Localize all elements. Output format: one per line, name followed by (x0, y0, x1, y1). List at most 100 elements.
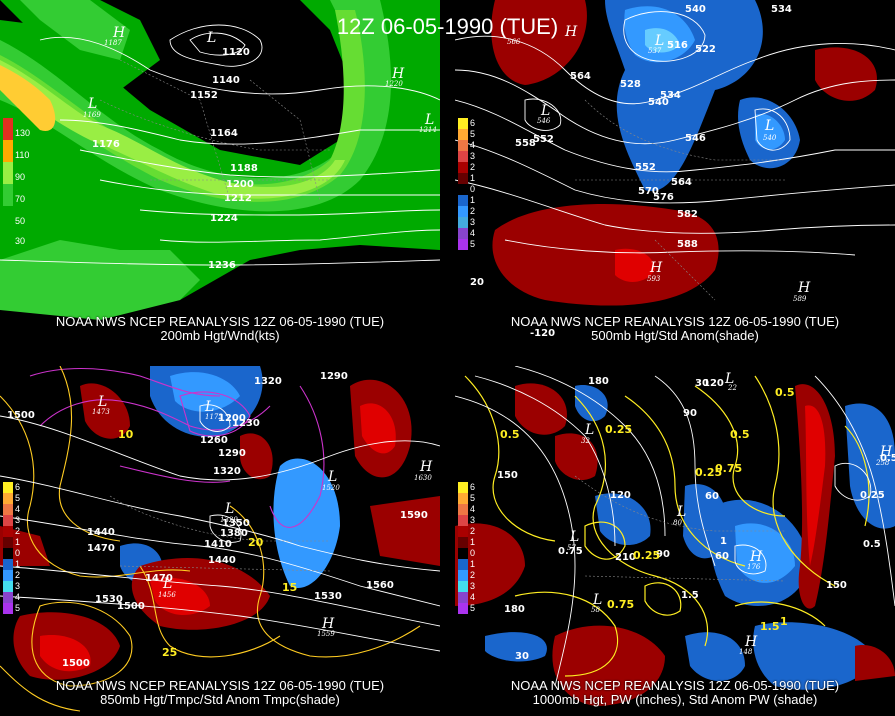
contour-label: 1152 (190, 90, 218, 101)
contour-label: 1200 (218, 413, 246, 424)
low-center-value: 546 (537, 117, 551, 125)
contour-label: 588 (677, 239, 698, 250)
low-center-marker: L (569, 529, 579, 545)
contour-label: 1500 (7, 410, 35, 421)
high-center-value: 589 (793, 295, 807, 303)
pw-label: 0.75 (715, 462, 742, 475)
legend-label: 4 (15, 592, 21, 602)
low-center-value: 58 (591, 606, 600, 614)
contour-label: 150 (826, 580, 847, 591)
low-center-marker: L (327, 469, 337, 485)
contour-label: 1500 (62, 658, 90, 669)
legend-wind: 130 110 90 70 50 30 (3, 118, 30, 258)
contour-label: 1530 (314, 591, 342, 602)
high-center-marker: H (749, 549, 763, 565)
legend-label: 1 (470, 195, 476, 205)
legend-label: 3 (470, 217, 476, 227)
low-center-marker: L (424, 112, 434, 128)
contour-label: 1236 (208, 260, 236, 271)
temperature-label: 25 (162, 646, 177, 659)
contour-label: 570 (638, 186, 659, 197)
low-center-marker: L (764, 118, 774, 134)
contour-label: 1290 (320, 371, 348, 382)
high-center-value: 593 (647, 275, 661, 283)
contour-label: 552 (533, 134, 554, 145)
legend-label: 0 (470, 548, 476, 558)
legend-pw-anomaly: 6 5 4 3 2 1 0 1 2 3 4 5 (458, 482, 475, 614)
legend-label: 70 (15, 194, 26, 204)
contour-label: 1410 (204, 539, 232, 550)
contour-label: 1224 (210, 213, 238, 224)
high-center-marker: H (419, 459, 433, 475)
legend-label: 3 (470, 515, 476, 525)
temperature-label: 10 (118, 428, 134, 441)
legend-label: 4 (470, 592, 476, 602)
legend-label: 3 (470, 151, 476, 161)
high-center-value: 566 (507, 38, 521, 46)
caption-line1: NOAA NWS NCEP REANALYSIS 12Z 06-05-1990 … (55, 314, 385, 329)
caption-line2: 200mb Hgt/Wnd(kts) (160, 328, 280, 343)
contour-label: 90 (683, 408, 697, 419)
contour-label: 180 (588, 376, 609, 387)
axis-label: -120 (530, 328, 555, 339)
contour-label: 180 (504, 604, 525, 615)
contour-label: 1290 (218, 448, 246, 459)
low-center-value: 1214 (419, 126, 437, 134)
map-850mb: 1290 1320 1500 1260 1230 1200 1290 1320 … (0, 366, 440, 716)
legend-label: 1 (15, 537, 21, 547)
high-center-marker: H (391, 66, 405, 82)
high-center-value: 1559 (317, 630, 335, 638)
legend-label: 3 (15, 515, 21, 525)
legend-label: 5 (470, 129, 476, 139)
high-center-value: 258 (875, 459, 890, 467)
contour-label: 540 (648, 97, 669, 108)
low-center-value: 57 (567, 544, 576, 552)
contour-label: 1440 (208, 555, 236, 566)
legend-label: 4 (470, 228, 476, 238)
legend-temp-anomaly: 6 5 4 3 2 1 0 1 2 3 4 5 (3, 482, 20, 614)
map-1000mb: 180 150 120 90 60 30 0.5 0.25 0.5 0.75 1… (455, 366, 895, 716)
contour-label: 1260 (200, 435, 228, 446)
high-center-marker: H (564, 24, 578, 40)
contour-label: 546 (685, 133, 706, 144)
contour-label: 1164 (210, 128, 238, 139)
contour-label: 534 (660, 90, 681, 101)
high-center-value: 1630 (414, 474, 432, 482)
contour-label: 210 (615, 552, 636, 563)
legend-label: 1 (470, 559, 476, 569)
legend-label: 5 (470, 493, 476, 503)
contour-label: 150 (497, 470, 518, 481)
contour-label: 1.5 (681, 590, 699, 601)
legend-label: 2 (470, 206, 476, 216)
contour-label: 1440 (87, 527, 115, 538)
low-center-value: 1456 (158, 591, 176, 599)
high-center-marker: H (797, 280, 811, 296)
contour-label: 1380 (220, 528, 248, 539)
legend-label: 2 (470, 570, 476, 580)
high-center-value: 1187 (104, 39, 122, 47)
contour-label: 1120 (222, 47, 250, 58)
temperature-label: 15 (282, 581, 297, 594)
high-center-marker: H (112, 25, 126, 41)
contour-label: 30 (515, 651, 529, 662)
legend-label: 1 (470, 537, 476, 547)
caption-line1: NOAA NWS NCEP REANALYSIS 12Z 06-05-1990 … (510, 314, 840, 329)
legend-label: 3 (470, 581, 476, 591)
high-center-marker: H (744, 634, 758, 650)
high-center-marker: H (321, 616, 335, 632)
low-center-marker: L (654, 33, 664, 49)
contour-label: 1530 (95, 594, 123, 605)
contour-label: 1140 (212, 75, 240, 86)
pw-label: 0.75 (607, 598, 634, 611)
contour-label: 1560 (366, 580, 394, 591)
low-center-value: 1520 (322, 484, 340, 492)
caption-line2: 850mb Hgt/Tmpc/Std Anom Tmpc(shade) (100, 692, 340, 707)
caption-850mb: NOAA NWS NCEP REANALYSIS 12Z 06-05-1990 … (5, 679, 435, 707)
contour-label: 576 (653, 192, 674, 203)
caption-line1: NOAA NWS NCEP REANALYSIS 12Z 06-05-1990 … (510, 678, 840, 693)
contour-label: 60 (715, 551, 729, 562)
contour-label: 1470 (87, 543, 115, 554)
caption-line1: NOAA NWS NCEP REANALYSIS 12Z 06-05-1990 … (55, 678, 385, 693)
contour-label: 1350 (222, 518, 250, 529)
contour-label: 1470 (145, 573, 173, 584)
